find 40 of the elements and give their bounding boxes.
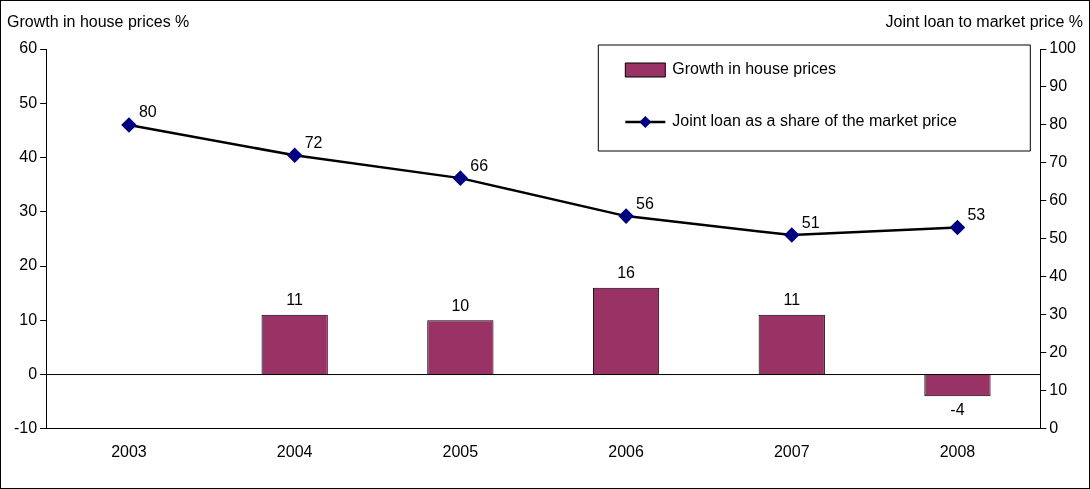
data-label: 80 — [138, 103, 157, 121]
y2-tick-label: 60 — [1049, 191, 1068, 209]
data-label: 16 — [617, 264, 636, 282]
y2-tick-label: 10 — [1049, 381, 1068, 399]
legend-label: Growth in house prices — [672, 60, 836, 78]
y2-tick-label: 50 — [1049, 229, 1068, 247]
y-axis-title: Growth in house prices % — [7, 13, 190, 31]
y2-tick-label: 20 — [1049, 343, 1068, 361]
y-tick-label: 60 — [19, 39, 38, 57]
y-tick-label: 10 — [19, 310, 38, 328]
data-label: 11 — [286, 291, 304, 309]
y2-axis-title: Joint loan to market price % — [885, 13, 1083, 31]
y2-tick-label: 100 — [1049, 39, 1077, 57]
y-tick-label: 30 — [19, 202, 38, 220]
legend-label: Joint loan as a share of the market price — [672, 112, 957, 130]
y-tick-label: 50 — [19, 93, 38, 111]
y-tick-label: 20 — [19, 256, 38, 274]
x-tick-label: 2004 — [276, 442, 313, 460]
y2-tick-label: 0 — [1049, 419, 1059, 437]
data-label: 51 — [801, 213, 820, 231]
data-label: 10 — [451, 296, 470, 314]
data-label: 11 — [783, 291, 801, 309]
data-label: -4 — [950, 400, 965, 418]
x-tick-label: 2003 — [111, 442, 147, 460]
x-tick-label: 2006 — [608, 442, 644, 460]
y-tick-label: -10 — [14, 419, 38, 437]
data-label: 72 — [304, 133, 323, 151]
data-label: 53 — [967, 205, 986, 223]
data-label: 56 — [636, 194, 654, 212]
y-tick-label: 0 — [28, 364, 38, 382]
x-tick-label: 2007 — [773, 442, 810, 460]
y2-tick-label: 40 — [1049, 267, 1068, 285]
x-tick-label: 2005 — [442, 442, 479, 460]
x-tick-label: 2008 — [939, 442, 976, 460]
y2-tick-label: 30 — [1049, 305, 1068, 323]
data-label: 66 — [470, 156, 489, 174]
y2-tick-label: 70 — [1049, 153, 1068, 171]
y-tick-label: 40 — [19, 147, 38, 165]
y2-tick-label: 80 — [1049, 115, 1068, 133]
y2-tick-label: 90 — [1049, 77, 1068, 95]
